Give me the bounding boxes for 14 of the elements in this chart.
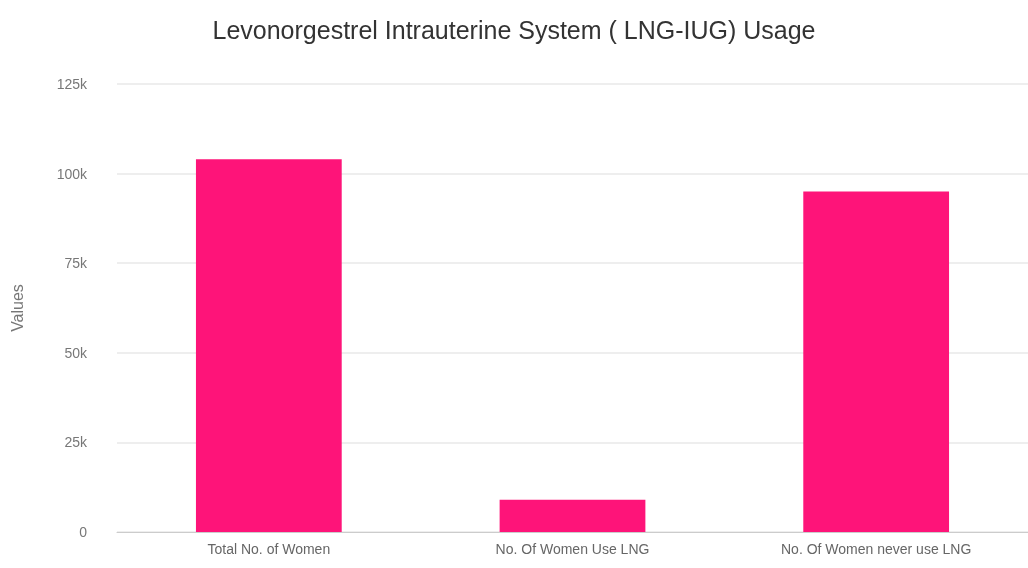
x-tick-label: Total No. of Women [207, 541, 331, 557]
bar [195, 159, 342, 532]
bar [499, 499, 646, 532]
y-axis-title: Values [8, 284, 26, 332]
y-tick-label: 75k [64, 255, 88, 272]
y-tick-label: 125k [56, 76, 88, 92]
y-tick-label: 100k [56, 165, 88, 182]
x-tick-label: No. Of Women never use LNG [780, 541, 972, 557]
x-tick-label: No. Of Women Use LNG [495, 541, 650, 557]
bar [803, 191, 950, 532]
chart-title: Levonorgestrel Intrauterine System ( LNG-IUG) Usage [212, 15, 816, 44]
y-tick-label: 50k [64, 344, 88, 361]
y-tick-label: 0 [79, 524, 88, 540]
y-tick-label: 25k [64, 434, 88, 451]
